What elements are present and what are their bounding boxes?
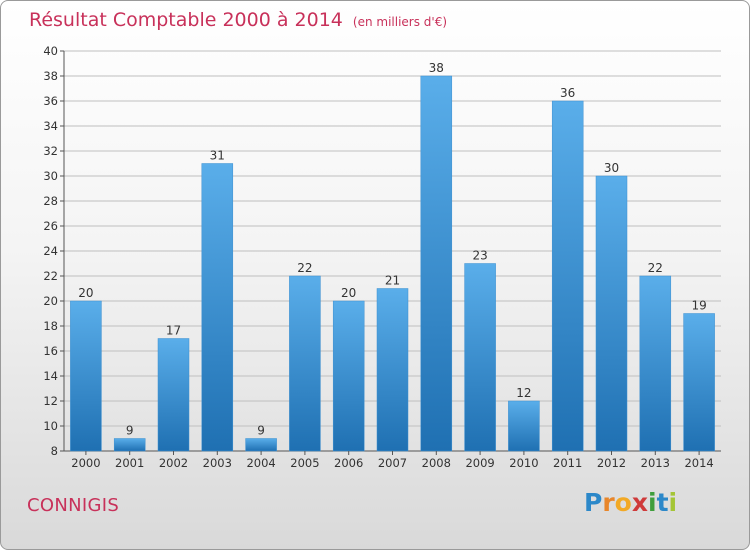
- y-tick-label: 10: [43, 419, 58, 433]
- bar: [376, 288, 409, 452]
- logo-letter: i: [668, 488, 678, 517]
- data-label: 36: [560, 86, 575, 100]
- x-tick-label: 2006: [334, 456, 363, 470]
- logo-letter: t: [656, 488, 669, 517]
- y-tick-label: 12: [43, 394, 58, 408]
- commune-name: CONNIGIS: [27, 495, 120, 516]
- x-tick-label: 2001: [115, 456, 144, 470]
- x-tick-label: 2005: [290, 456, 319, 470]
- bar: [508, 400, 540, 452]
- bar: [157, 338, 190, 452]
- data-label: 20: [341, 286, 356, 300]
- data-label: 20: [78, 286, 93, 300]
- bar: [289, 275, 321, 452]
- data-label: 12: [516, 386, 531, 400]
- x-tick-label: 2009: [465, 456, 494, 470]
- y-tick-label: 24: [43, 244, 58, 258]
- y-tick-label: 16: [43, 344, 58, 358]
- x-tick-label: 2002: [159, 456, 188, 470]
- logo-letter: o: [614, 488, 632, 517]
- data-label: 30: [604, 161, 619, 175]
- x-tick-label: 2011: [553, 456, 582, 470]
- y-tick-label: 32: [43, 144, 58, 158]
- bar: [683, 313, 715, 452]
- y-tick-label: 14: [43, 369, 58, 383]
- data-label: 21: [385, 274, 400, 288]
- x-tick-label: 2008: [422, 456, 451, 470]
- data-label: 38: [429, 61, 444, 75]
- data-label: 17: [166, 324, 181, 338]
- logo-letter: P: [584, 488, 603, 517]
- y-tick-label: 34: [43, 119, 58, 133]
- bar: [201, 163, 234, 452]
- chart-title-text: Résultat Comptable 2000 à 2014: [29, 9, 343, 31]
- y-tick-label: 30: [43, 169, 58, 183]
- y-tick-label: 18: [43, 319, 58, 333]
- data-label: 9: [257, 424, 265, 438]
- bar: [595, 175, 628, 452]
- bar: [332, 300, 365, 452]
- y-tick-label: 22: [43, 269, 58, 283]
- x-tick-label: 2014: [684, 456, 713, 470]
- y-tick-label: 8: [51, 444, 58, 458]
- bar: [639, 275, 672, 452]
- bar: [245, 438, 277, 452]
- x-tick-label: 2000: [71, 456, 100, 470]
- bar: [420, 75, 453, 452]
- y-tick-label: 36: [43, 94, 58, 108]
- x-tick-label: 2013: [641, 456, 670, 470]
- x-tick-label: 2004: [246, 456, 275, 470]
- bar: [113, 438, 146, 452]
- x-tick-label: 2012: [597, 456, 626, 470]
- x-tick-label: 2010: [509, 456, 538, 470]
- logo-letter: i: [648, 488, 657, 517]
- bar: [70, 300, 102, 452]
- bar: [551, 100, 584, 452]
- x-tick-label: 2007: [378, 456, 407, 470]
- y-tick-label: 28: [43, 194, 58, 208]
- logo-letter: x: [631, 488, 648, 517]
- y-tick-label: 38: [43, 69, 58, 83]
- chart-title: Résultat Comptable 2000 à 2014 (en millie…: [29, 9, 447, 31]
- y-tick-label: 26: [43, 219, 58, 233]
- proxiti-logo: Proxiti: [584, 488, 677, 517]
- data-label: 22: [648, 261, 663, 275]
- y-tick-label: 20: [43, 294, 58, 308]
- data-label: 9: [126, 424, 134, 438]
- y-tick-label: 40: [43, 44, 58, 58]
- data-label: 31: [210, 149, 225, 163]
- data-label: 19: [691, 299, 706, 313]
- bar: [464, 263, 496, 452]
- data-label: 23: [472, 249, 487, 263]
- x-tick-label: 2003: [203, 456, 232, 470]
- logo-letter: r: [602, 488, 615, 517]
- data-label: 22: [297, 261, 312, 275]
- chart-unit: (en milliers d'€): [352, 15, 448, 29]
